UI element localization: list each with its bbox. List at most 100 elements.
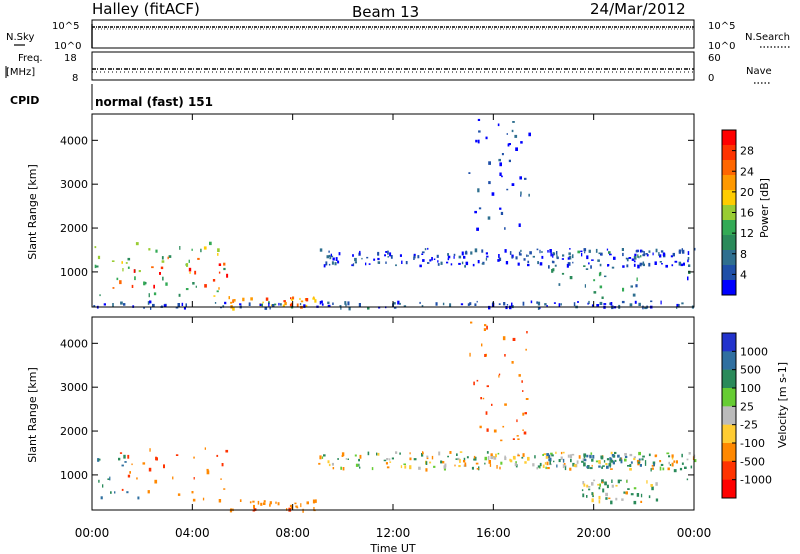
- velocity-echo-cell: [564, 466, 567, 471]
- velocity-echo-cell: [323, 454, 326, 457]
- power-echo-cell: [431, 257, 433, 261]
- velocity-echo-cell: [620, 457, 623, 461]
- velocity-echo-cell: [522, 453, 525, 457]
- power-echo-cell: [299, 297, 301, 300]
- power-echo-cell: [422, 259, 425, 262]
- power-echo-cell: [514, 134, 518, 138]
- velocity-echo-cell: [517, 438, 520, 440]
- power-echo-cell: [511, 302, 513, 307]
- velocity-echo-cell: [455, 458, 458, 460]
- power-colorbar-tick-label: 28: [740, 145, 754, 158]
- power-panel: 1000 2000 3000 4000 Slant Range [km] 28 24 20…: [26, 113, 771, 311]
- power-echo-cell: [368, 263, 371, 265]
- velocity-echo-cell: [498, 373, 501, 376]
- power-echo-cell: [520, 249, 522, 252]
- velocity-echo-cell: [409, 465, 412, 470]
- power-echo-cell: [596, 304, 600, 307]
- velocity-echo-cell: [483, 328, 486, 331]
- velocity-echo-cell: [640, 500, 643, 503]
- velocity-echo-cell: [621, 498, 624, 501]
- velocity-echo-cell: [114, 491, 116, 494]
- power-echo-cell: [153, 292, 157, 296]
- power-echo-cell: [467, 303, 470, 306]
- velocity-echo-cell: [472, 466, 474, 470]
- velocity-echo-cell: [542, 454, 544, 456]
- velocity-echo-cell: [558, 459, 561, 463]
- velocity-echo-cell: [383, 459, 387, 462]
- velocity-echo-cell: [504, 354, 506, 357]
- power-echo-cell: [351, 264, 354, 267]
- velocity-echo-cell: [583, 483, 586, 487]
- power-echo-cell: [658, 252, 660, 256]
- power-echo-cell: [568, 255, 572, 260]
- power-echo-cell: [218, 263, 222, 266]
- velocity-echo-cell: [629, 453, 633, 457]
- time-tick-label: 16:00: [476, 526, 511, 540]
- power-echo-cell: [265, 297, 269, 301]
- velocity-echo-cell: [100, 496, 103, 500]
- power-echo-cell: [497, 259, 500, 262]
- power-echo-cell: [112, 303, 114, 307]
- velocity-echo-cell: [220, 478, 222, 480]
- nave-tick-low: 0: [708, 73, 714, 84]
- velocity-echo-cell: [456, 453, 458, 456]
- velocity-echo-cell: [673, 469, 677, 473]
- velocity-echo-cell: [490, 453, 493, 456]
- power-echo-cell: [547, 250, 549, 253]
- power-echo-cell: [330, 255, 334, 258]
- power-echo-cell: [519, 253, 522, 256]
- power-echo-cell: [212, 279, 216, 282]
- velocity-echo-cell: [332, 467, 335, 470]
- velocity-echo-cell: [312, 499, 316, 504]
- velocity-echo-cell: [521, 380, 523, 383]
- power-echo-cell: [558, 283, 561, 286]
- velocity-echo-cell: [639, 464, 642, 467]
- velocity-echo-cell: [425, 468, 428, 472]
- velocity-echo-cell: [500, 461, 503, 465]
- velocity-colorbar-label: Velocity [m s-1]: [776, 362, 789, 448]
- velocity-echo-cell: [495, 453, 497, 458]
- nsearch-label: N.Search: [745, 32, 790, 43]
- velocity-echo-cell: [496, 465, 498, 469]
- power-echo-cell: [181, 302, 184, 306]
- power-ylabel: Slant Range [km]: [26, 164, 39, 260]
- velocity-echo-cell: [666, 452, 670, 455]
- power-echo-cell: [643, 251, 645, 254]
- velocity-echo-cell: [137, 496, 140, 500]
- velocity-echo-cell: [488, 460, 491, 464]
- power-echo-cell: [461, 251, 464, 256]
- velocity-echo-cell: [555, 451, 557, 454]
- velocity-echo-cell: [650, 484, 653, 487]
- velocity-echo-cell: [469, 352, 471, 357]
- power-echo-cell: [427, 247, 429, 250]
- velocity-echo-cell: [193, 456, 195, 459]
- velocity-echo-cell: [569, 454, 573, 459]
- velocity-echo-cell: [515, 461, 517, 465]
- velocity-echo-cell: [651, 464, 655, 467]
- velocity-echo-cell: [609, 459, 611, 464]
- velocity-echo-cell: [619, 479, 622, 482]
- velocity-echo-cell: [425, 461, 428, 465]
- power-colorbar-tick-label: 8: [740, 248, 747, 261]
- velocity-echo-cell: [602, 465, 605, 467]
- power-echo-cell: [501, 175, 503, 178]
- velocity-echo-cell: [525, 348, 527, 351]
- power-echo-cell: [461, 261, 464, 265]
- velocity-echo-cell: [119, 452, 123, 454]
- power-echo-cell: [568, 252, 571, 255]
- velocity-echo-cell: [611, 454, 615, 457]
- power-echo-cell: [447, 258, 450, 261]
- power-echo-cell: [232, 299, 235, 303]
- velocity-echo-cell: [484, 324, 487, 327]
- velocity-echo-cell: [525, 398, 529, 400]
- power-echo-cell: [572, 261, 574, 264]
- velocity-echo-cell: [569, 467, 572, 471]
- velocity-echo-cell: [359, 454, 362, 459]
- power-echo-cell: [319, 248, 323, 252]
- velocity-echo-cell: [617, 479, 620, 484]
- power-echo-cell: [278, 302, 280, 306]
- velocity-echo-cell: [610, 500, 613, 505]
- power-echo-cell: [305, 298, 309, 302]
- velocity-echo-cell: [484, 456, 488, 461]
